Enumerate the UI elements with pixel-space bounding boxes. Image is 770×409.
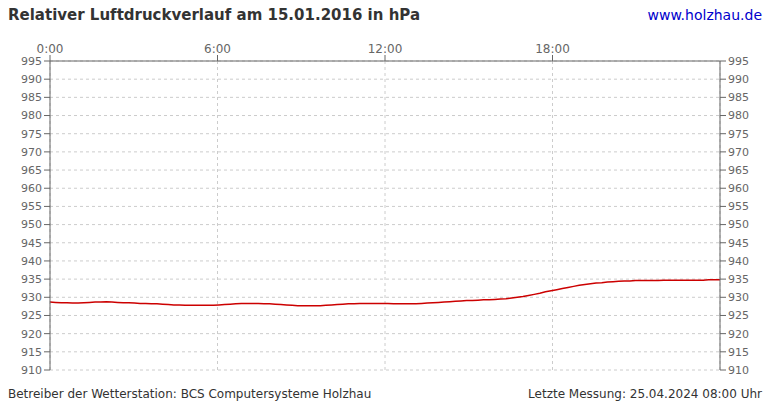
svg-text:975: 975: [21, 128, 42, 141]
svg-text:920: 920: [21, 328, 42, 341]
svg-text:970: 970: [21, 146, 42, 159]
svg-text:980: 980: [21, 109, 42, 122]
svg-text:985: 985: [728, 91, 749, 104]
svg-text:18:00: 18:00: [535, 42, 570, 56]
svg-text:960: 960: [728, 182, 749, 195]
html-text:Relativer Luftdruckverlauf am: Relativer Luftdruckverlauf am 15.01.2016…: [8, 6, 420, 24]
svg-text:925: 925: [728, 309, 749, 322]
html-text:Letzte Messung: 25.04.2024 08:: Letzte Messung: 25.04.2024 08:00 Uhr: [528, 387, 762, 401]
svg-text:930: 930: [728, 291, 749, 304]
svg-text:940: 940: [728, 255, 749, 268]
svg-text:990: 990: [728, 73, 749, 86]
svg-text:985: 985: [21, 91, 42, 104]
svg-text:12:00: 12:00: [368, 42, 403, 56]
svg-text:935: 935: [728, 273, 749, 286]
svg-text:995: 995: [728, 55, 749, 68]
svg-text:955: 955: [21, 200, 42, 213]
svg-text:945: 945: [21, 237, 42, 250]
svg-text:935: 935: [21, 273, 42, 286]
svg-text:960: 960: [21, 182, 42, 195]
html-text:Betreiber der Wetterstation: B: Betreiber der Wetterstation: BCS Compute…: [8, 387, 372, 401]
svg-text:945: 945: [728, 237, 749, 250]
svg-text:915: 915: [21, 346, 42, 359]
svg-text:910: 910: [728, 364, 749, 375]
svg-text:925: 925: [21, 309, 42, 322]
svg-text:990: 990: [21, 73, 42, 86]
svg-text:950: 950: [21, 218, 42, 231]
svg-text:965: 965: [21, 164, 42, 177]
svg-text:970: 970: [728, 146, 749, 159]
html-text:www.holzhau.de: www.holzhau.de: [647, 7, 762, 23]
svg-text:965: 965: [728, 164, 749, 177]
svg-text:6:00: 6:00: [204, 42, 231, 56]
svg-text:930: 930: [21, 291, 42, 304]
svg-text:915: 915: [728, 346, 749, 359]
svg-text:955: 955: [728, 200, 749, 213]
svg-text:995: 995: [21, 55, 42, 68]
svg-text:980: 980: [728, 109, 749, 122]
svg-text:940: 940: [21, 255, 42, 268]
svg-text:0:00: 0:00: [37, 42, 64, 56]
svg-text:975: 975: [728, 128, 749, 141]
svg-text:950: 950: [728, 218, 749, 231]
svg-text:910: 910: [21, 364, 42, 375]
svg-text:920: 920: [728, 328, 749, 341]
